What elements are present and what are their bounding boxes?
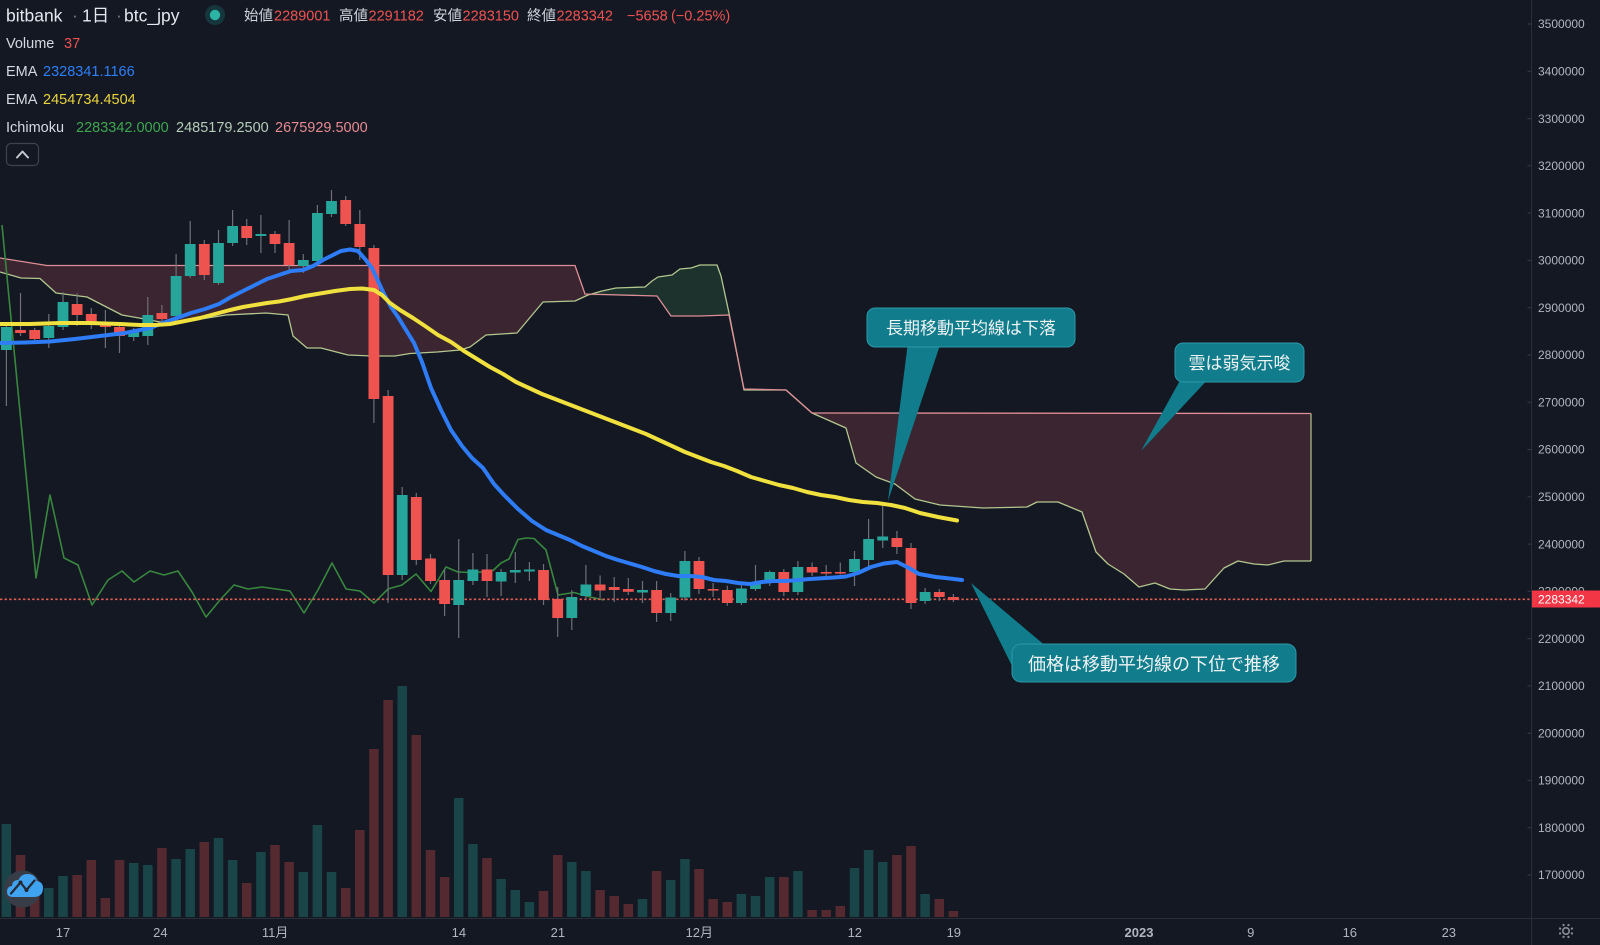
svg-text:1日: 1日	[82, 6, 109, 26]
svg-text:Volume: Volume	[6, 36, 54, 52]
svg-text:2100000: 2100000	[1538, 679, 1585, 693]
svg-text:2500000: 2500000	[1538, 490, 1585, 504]
svg-text:3300000: 3300000	[1538, 112, 1585, 126]
svg-text:雲は弱気示唆: 雲は弱気示唆	[1189, 354, 1291, 373]
svg-text:9: 9	[1247, 925, 1254, 940]
svg-text:19: 19	[947, 925, 961, 940]
svg-text:2600000: 2600000	[1538, 443, 1585, 457]
svg-text:16: 16	[1343, 925, 1357, 940]
svg-text:37: 37	[64, 36, 80, 52]
svg-text:2283150: 2283150	[463, 9, 519, 25]
svg-text:始値: 始値	[244, 8, 273, 25]
svg-text:終値: 終値	[527, 8, 556, 25]
svg-text:3400000: 3400000	[1538, 65, 1585, 79]
svg-text:23: 23	[1442, 925, 1456, 940]
svg-text:2289001: 2289001	[274, 9, 330, 25]
svg-text:EMA: EMA	[6, 64, 38, 80]
svg-text:bitbank: bitbank	[6, 6, 63, 26]
svg-text:安値: 安値	[433, 8, 462, 25]
svg-text:−5658: −5658	[627, 9, 668, 25]
svg-text:14: 14	[452, 925, 466, 940]
svg-text:2400000: 2400000	[1538, 537, 1585, 551]
svg-text:17: 17	[56, 925, 70, 940]
svg-text:·: ·	[72, 6, 78, 26]
svg-text:2900000: 2900000	[1538, 301, 1585, 315]
svg-text:2800000: 2800000	[1538, 348, 1585, 362]
svg-text:2023: 2023	[1125, 925, 1154, 940]
svg-text:1700000: 1700000	[1538, 868, 1585, 882]
svg-text:2328341.1166: 2328341.1166	[43, 64, 135, 80]
svg-text:12: 12	[848, 925, 862, 940]
svg-text:Ichimoku: Ichimoku	[6, 120, 64, 136]
svg-text:長期移動平均線は下落: 長期移動平均線は下落	[886, 319, 1056, 338]
svg-text:24: 24	[153, 925, 167, 940]
svg-text:2200000: 2200000	[1538, 632, 1585, 646]
svg-text:2283342: 2283342	[557, 9, 613, 25]
svg-text:2291182: 2291182	[369, 9, 424, 25]
svg-text:2454734.4504: 2454734.4504	[43, 92, 136, 108]
svg-text:高値: 高値	[339, 8, 368, 25]
svg-text:·: ·	[116, 6, 122, 26]
svg-text:1900000: 1900000	[1538, 774, 1585, 788]
svg-text:3200000: 3200000	[1538, 159, 1585, 173]
svg-text:(−0.25%): (−0.25%)	[671, 9, 730, 25]
svg-text:3100000: 3100000	[1538, 206, 1585, 220]
svg-text:1800000: 1800000	[1538, 821, 1585, 835]
svg-text:価格は移動平均線の下位で推移: 価格は移動平均線の下位で推移	[1028, 655, 1280, 675]
svg-text:3000000: 3000000	[1538, 254, 1585, 268]
svg-text:12月: 12月	[686, 925, 713, 940]
svg-text:2000000: 2000000	[1538, 726, 1585, 740]
svg-text:11月: 11月	[262, 925, 289, 940]
svg-text:2675929.5000: 2675929.5000	[275, 120, 368, 136]
svg-text:3500000: 3500000	[1538, 17, 1585, 31]
svg-text:2283342.0000: 2283342.0000	[76, 120, 169, 136]
svg-text:btc_jpy: btc_jpy	[124, 6, 180, 27]
svg-text:EMA: EMA	[6, 92, 38, 108]
svg-text:2700000: 2700000	[1538, 395, 1585, 409]
svg-text:21: 21	[551, 925, 565, 940]
svg-text:2485179.2500: 2485179.2500	[176, 120, 269, 136]
svg-text:2283342: 2283342	[1538, 592, 1585, 606]
